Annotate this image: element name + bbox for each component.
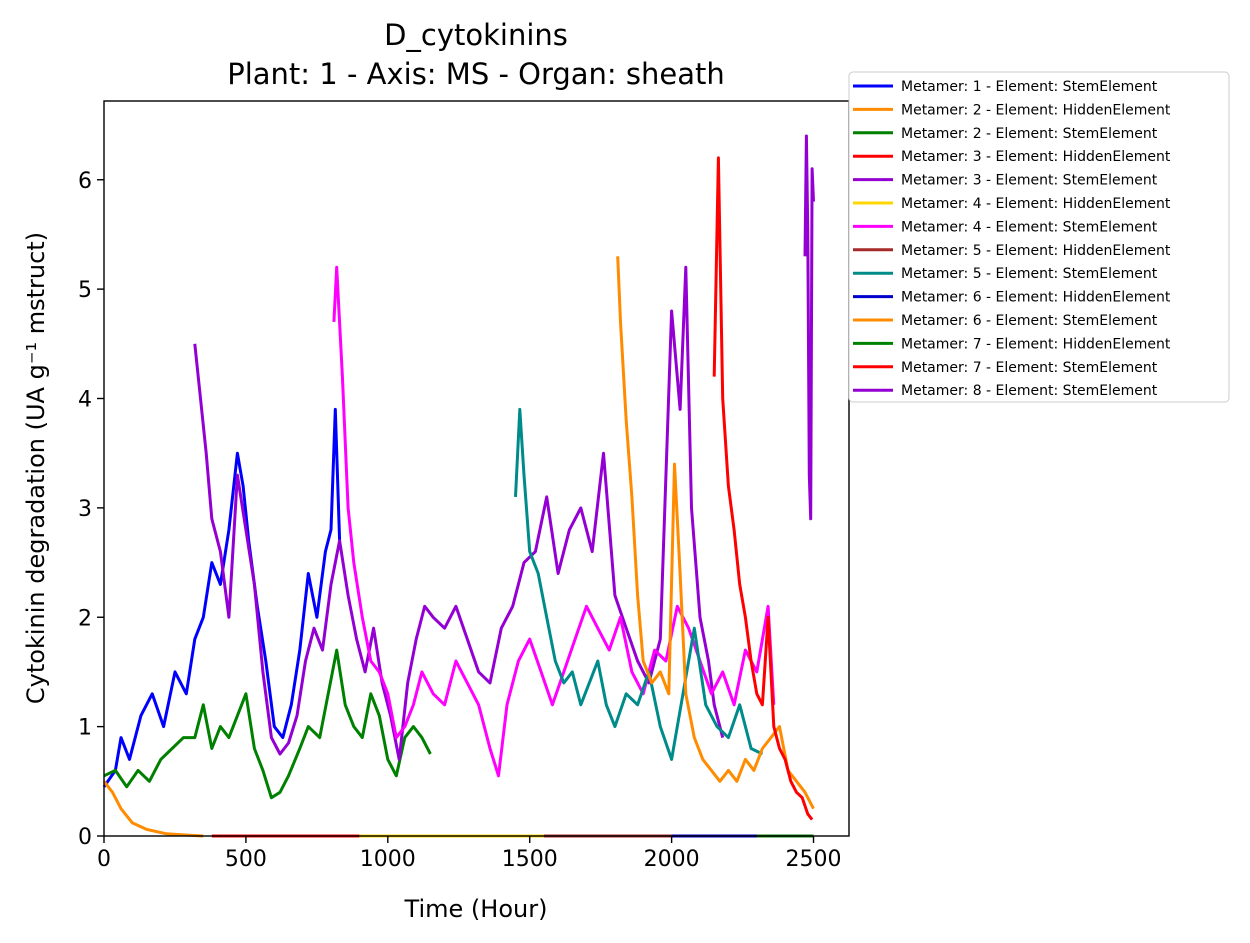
series-line-3 (103, 648, 432, 800)
y-axis: 0 1 2 3 4 5 6 (78, 169, 104, 850)
x-tick-label-5: 2500 (786, 847, 842, 872)
y-tick-label-1: 1 (78, 716, 92, 741)
x-tick-label-3: 1500 (502, 847, 558, 872)
x-tick-label-1: 500 (225, 847, 267, 872)
y-tick-label-0: 0 (78, 825, 92, 850)
y-tick-label-3: 3 (78, 497, 92, 522)
y-tick-label-2: 2 (78, 606, 92, 631)
legend-label-8: Metamer: 5 - Element: HiddenElement (901, 243, 1171, 259)
legend-label-7: Metamer: 4 - Element: StemElement (901, 219, 1158, 235)
legend-label-5: Metamer: 3 - Element: StemElement (901, 173, 1158, 189)
legend-label-9: Metamer: 5 - Element: StemElement (901, 266, 1158, 282)
x-tick-label-2: 1000 (360, 847, 416, 872)
legend: Metamer: 1 - Element: StemElement Metamer… (848, 71, 1230, 403)
series-line-14 (803, 134, 815, 521)
legend-label-3: Metamer: 2 - Element: StemElement (901, 126, 1158, 142)
y-tick-label-5: 5 (78, 278, 92, 303)
legend-label-6: Metamer: 4 - Element: HiddenElement (901, 196, 1171, 212)
x-tick-label-4: 2000 (644, 847, 700, 872)
legend-label-13: Metamer: 7 - Element: StemElement (901, 360, 1158, 376)
legend-label-12: Metamer: 7 - Element: HiddenElement (901, 336, 1171, 352)
y-tick-label-4: 4 (78, 388, 92, 413)
x-axis-label: Time (Hour) (404, 895, 548, 923)
x-tick-label-0: 0 (97, 847, 111, 872)
legend-label-11: Metamer: 6 - Element: StemElement (901, 313, 1158, 329)
legend-frame (848, 71, 1230, 403)
legend-label-2: Metamer: 2 - Element: HiddenElement (901, 102, 1171, 118)
legend-label-10: Metamer: 6 - Element: HiddenElement (901, 290, 1171, 306)
chart-subtitle: Plant: 1 - Axis: MS - Organ: sheath (227, 57, 725, 91)
series-line-11 (616, 256, 815, 810)
series-line-5 (193, 265, 725, 761)
plot-frame (103, 100, 850, 837)
chart-title: D_cytokinins (384, 18, 568, 52)
legend-label-4: Metamer: 3 - Element: HiddenElement (901, 149, 1171, 165)
plot-area (102, 134, 815, 838)
legend-label-14: Metamer: 8 - Element: StemElement (901, 383, 1158, 399)
series-line-1 (102, 407, 342, 788)
series-line-9 (514, 407, 764, 761)
series-line-7 (332, 265, 776, 778)
x-axis: 0 500 1000 1500 2000 2500 (97, 836, 842, 872)
y-tick-label-6: 6 (78, 169, 92, 194)
legend-label-1: Metamer: 1 - Element: StemElement (901, 79, 1158, 95)
series-line-13 (712, 156, 814, 821)
y-axis-label: Cytokinin degradation (UA g⁻¹ mstruct) (22, 232, 50, 704)
series-line-2 (102, 780, 204, 838)
